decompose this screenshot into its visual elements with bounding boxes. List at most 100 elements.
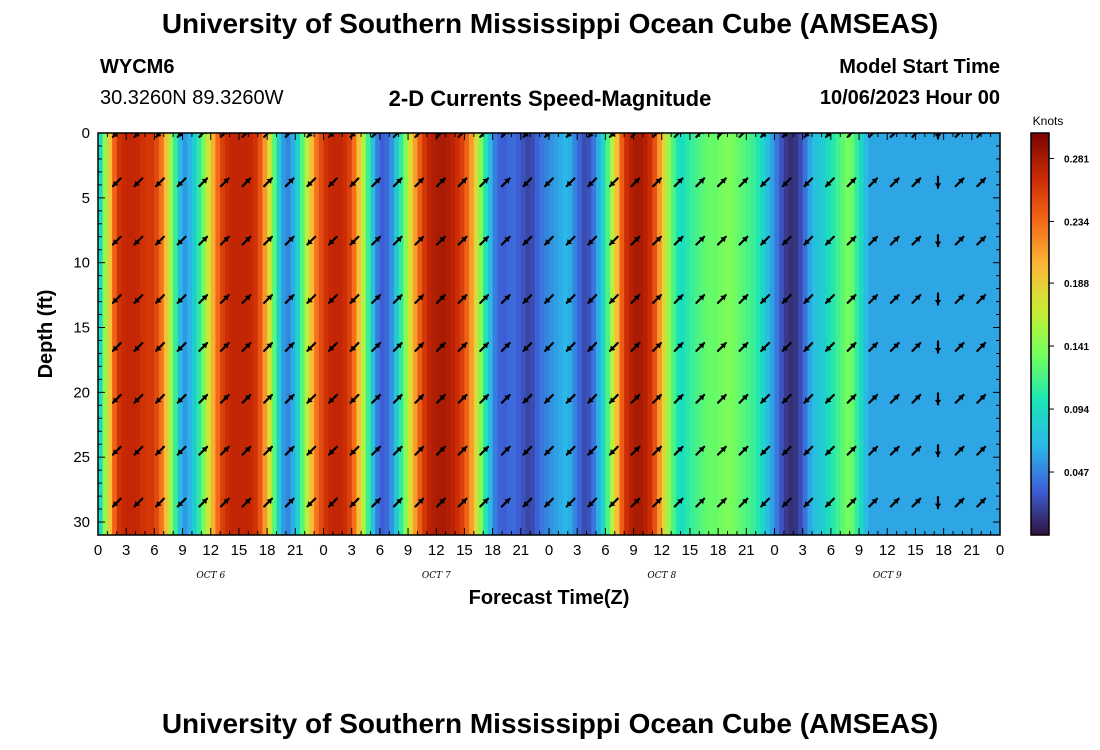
current-arrow bbox=[695, 133, 702, 138]
chart-subtitle: 2-D Currents Speed-Magnitude bbox=[388, 86, 712, 111]
heatmap-cell bbox=[243, 133, 249, 535]
x-day-label: OCT 7 bbox=[422, 571, 451, 581]
current-arrowhead bbox=[741, 236, 748, 243]
heatmap-cell bbox=[713, 133, 719, 535]
current-arrowhead bbox=[849, 236, 856, 243]
current-arrowhead bbox=[741, 498, 748, 505]
current-arrowhead bbox=[134, 239, 140, 245]
current-arrowhead bbox=[979, 394, 986, 401]
heatmap-cell bbox=[262, 133, 268, 535]
current-arrowhead bbox=[914, 236, 921, 243]
heatmap-cell bbox=[549, 133, 555, 535]
current-arrow bbox=[976, 133, 983, 138]
current-arrowhead bbox=[201, 236, 208, 243]
heatmap-cell bbox=[887, 133, 893, 535]
current-arrowhead bbox=[374, 343, 381, 349]
current-arrowhead bbox=[244, 295, 251, 301]
current-arrowhead bbox=[566, 345, 573, 351]
current-arrowhead bbox=[782, 501, 789, 507]
current-arrowhead bbox=[134, 345, 140, 351]
heatmap-cell bbox=[624, 133, 630, 535]
model-start-value: 10/06/2023 Hour 00 bbox=[819, 87, 1000, 109]
current-arrowhead bbox=[633, 178, 640, 184]
current-arrowhead bbox=[720, 446, 726, 453]
current-arrow bbox=[846, 133, 854, 138]
current-arrowhead bbox=[329, 449, 335, 455]
current-arrowhead bbox=[698, 236, 705, 243]
current-arrow bbox=[716, 133, 724, 138]
heatmap-cell bbox=[135, 133, 141, 535]
current-arrowhead bbox=[482, 446, 489, 453]
current-arrowhead bbox=[134, 180, 140, 187]
x-tick-label: 0 bbox=[94, 542, 102, 559]
current-arrowhead bbox=[720, 394, 726, 401]
x-tick-label: 3 bbox=[122, 542, 130, 559]
x-tick-label: 0 bbox=[996, 542, 1004, 559]
current-arrowhead bbox=[633, 498, 640, 505]
heatmap-cell bbox=[746, 133, 752, 535]
current-arrowhead bbox=[588, 180, 594, 187]
current-arrowhead bbox=[720, 178, 726, 184]
current-arrowhead bbox=[761, 345, 767, 351]
current-arrowhead bbox=[804, 501, 810, 507]
x-tick-label: 15 bbox=[231, 542, 248, 559]
x-tick-label: 3 bbox=[799, 542, 807, 559]
current-arrowhead bbox=[504, 178, 510, 184]
current-arrowhead bbox=[761, 239, 767, 245]
current-arrowhead bbox=[329, 501, 335, 507]
current-arrowhead bbox=[223, 343, 229, 349]
current-arrowhead bbox=[350, 345, 357, 351]
current-arrowhead bbox=[849, 394, 856, 401]
heatmap-cell bbox=[309, 133, 315, 535]
current-arrowhead bbox=[177, 297, 184, 303]
current-arrowhead bbox=[958, 343, 964, 349]
current-arrow bbox=[954, 133, 962, 138]
current-arrowhead bbox=[741, 295, 748, 301]
current-arrowhead bbox=[849, 343, 856, 349]
current-arrowhead bbox=[350, 180, 357, 187]
current-arrow bbox=[198, 133, 205, 138]
current-arrowhead bbox=[523, 239, 529, 245]
current-arrowhead bbox=[826, 180, 832, 187]
current-arrowhead bbox=[461, 394, 467, 401]
current-arrowhead bbox=[761, 449, 767, 455]
current-arrowhead bbox=[223, 498, 229, 505]
heatmap-cell bbox=[708, 133, 715, 535]
current-arrowhead bbox=[698, 343, 705, 349]
heatmap-cell bbox=[276, 133, 282, 535]
heatmap-cell bbox=[891, 133, 898, 535]
heatmap-cell bbox=[130, 133, 137, 535]
heatmap-cell bbox=[163, 133, 170, 535]
current-arrowhead bbox=[134, 449, 140, 455]
current-arrowhead bbox=[849, 446, 856, 453]
current-arrowhead bbox=[396, 446, 402, 453]
current-arrowhead bbox=[504, 498, 510, 505]
colorbar-tick-label: 0.281 bbox=[1064, 154, 1089, 165]
heatmap-cell bbox=[182, 133, 188, 535]
x-tick-label: 18 bbox=[935, 542, 952, 559]
heatmap-cell bbox=[102, 133, 108, 535]
x-tick-label: 12 bbox=[202, 542, 219, 559]
heatmap-cell bbox=[98, 133, 104, 535]
heatmap-cell bbox=[450, 133, 456, 535]
heatmap-cell bbox=[436, 133, 442, 535]
current-arrowhead bbox=[566, 239, 573, 245]
heatmap-cell bbox=[779, 133, 785, 535]
heatmap-cell bbox=[605, 133, 611, 535]
current-arrowhead bbox=[374, 236, 381, 243]
current-arrowhead bbox=[417, 178, 424, 184]
heatmap-cell bbox=[478, 133, 484, 535]
heatmap-cell bbox=[248, 133, 254, 535]
heatmap-cell bbox=[332, 133, 339, 535]
current-arrowhead bbox=[588, 501, 594, 507]
current-arrowhead bbox=[804, 180, 810, 187]
heatmap-cell bbox=[741, 133, 747, 535]
current-arrowhead bbox=[566, 297, 573, 303]
heatmap-cell bbox=[652, 133, 658, 535]
current-arrowhead bbox=[720, 343, 726, 349]
current-arrowhead bbox=[609, 239, 616, 245]
heatmap-cell bbox=[422, 133, 428, 535]
heatmap-cell bbox=[516, 133, 522, 535]
current-arrowhead bbox=[417, 343, 424, 349]
heatmap-cell bbox=[318, 133, 325, 535]
